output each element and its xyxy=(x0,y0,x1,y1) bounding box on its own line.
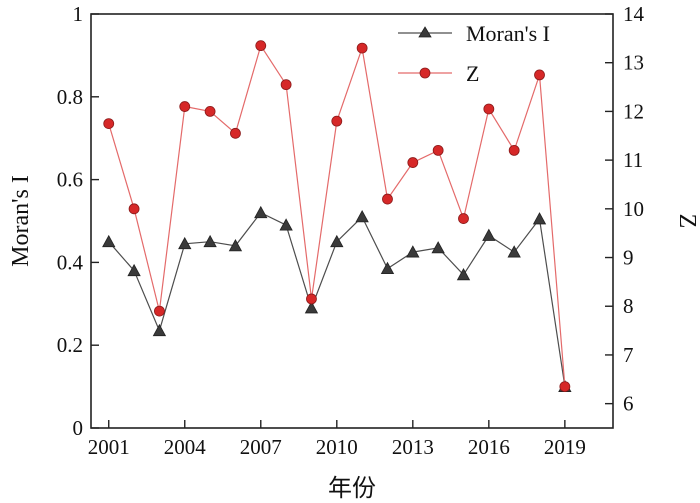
data-point-triangle xyxy=(431,241,445,254)
series-layer xyxy=(102,40,572,393)
data-point-triangle xyxy=(482,228,496,241)
y-right-tick-label: 12 xyxy=(623,99,644,123)
data-point-triangle xyxy=(380,261,395,275)
data-point-triangle xyxy=(330,234,344,248)
y-left-tick-label: 0.4 xyxy=(57,250,84,274)
data-point-triangle xyxy=(127,263,141,277)
data-point-circle xyxy=(483,103,495,115)
data-point-triangle xyxy=(406,245,420,258)
x-tick-label: 2010 xyxy=(316,435,358,459)
data-point-circle xyxy=(407,157,419,168)
data-point-triangle xyxy=(178,236,192,250)
x-axis-title: 年份 xyxy=(328,475,376,502)
data-point-triangle xyxy=(507,245,521,258)
data-point-circle xyxy=(103,118,115,129)
y-left-tick-label: 0 xyxy=(73,416,84,440)
data-point-circle xyxy=(534,69,545,81)
x-tick-label: 2016 xyxy=(468,435,510,459)
data-point-circle xyxy=(179,101,191,112)
data-point-circle xyxy=(306,293,317,305)
y-left-tick-label: 0.6 xyxy=(57,168,83,192)
y-left-tick-label: 0.2 xyxy=(57,333,83,357)
data-point-circle xyxy=(128,203,140,215)
legend-triangle-icon xyxy=(418,26,432,38)
y-right-tick-label: 11 xyxy=(623,148,643,172)
y-right-tick-label: 6 xyxy=(623,392,634,416)
data-point-triangle xyxy=(152,323,167,337)
y-left-tick-label: 1 xyxy=(73,2,84,26)
data-point-circle xyxy=(230,127,241,139)
x-tick-label: 2007 xyxy=(240,435,282,459)
x-tick-label: 2001 xyxy=(88,435,130,459)
data-point-circle xyxy=(154,305,165,317)
plot-frame xyxy=(90,13,614,429)
y-right-tick-label: 10 xyxy=(623,197,644,221)
data-point-triangle xyxy=(532,212,547,225)
x-tick-label: 2013 xyxy=(392,435,434,459)
x-tick-label: 2019 xyxy=(544,435,586,459)
data-point-triangle xyxy=(355,210,369,223)
data-point-triangle xyxy=(102,234,116,248)
data-point-triangle xyxy=(228,239,243,252)
y-right-tick-label: 8 xyxy=(623,294,634,318)
y-right-tick-label: 7 xyxy=(623,343,634,367)
data-point-circle xyxy=(458,213,469,224)
legend-circle-icon xyxy=(419,67,431,79)
data-point-circle xyxy=(204,106,216,117)
y-left-axis-title: Moran's I xyxy=(8,175,34,267)
y-right-tick-label: 9 xyxy=(623,246,634,270)
data-point-triangle xyxy=(279,218,293,231)
y-right-tick-label: 14 xyxy=(623,2,645,26)
data-point-circle xyxy=(432,144,444,156)
series-line-z xyxy=(108,44,566,387)
x-tick-label: 2004 xyxy=(164,435,207,459)
data-point-circle xyxy=(559,381,571,393)
y-right-tick-label: 13 xyxy=(623,51,644,75)
y-left-tick-label: 0.8 xyxy=(57,85,83,109)
data-point-circle xyxy=(280,79,292,91)
data-point-circle xyxy=(382,193,393,205)
legend: Moran's I Z xyxy=(398,21,550,86)
data-point-triangle xyxy=(304,301,319,314)
data-point-circle xyxy=(255,40,267,52)
data-point-triangle xyxy=(456,267,471,281)
legend-label-z: Z xyxy=(466,61,479,86)
data-point-circle xyxy=(331,115,343,127)
data-point-triangle xyxy=(254,205,268,219)
data-point-circle xyxy=(508,144,520,156)
ticks-layer: 2001 2004 2007 2010 2013 2016 2019 0 0.2 0.4 0.6 0.… xyxy=(57,2,645,459)
data-point-circle xyxy=(356,42,368,54)
data-point-triangle xyxy=(203,234,217,248)
legend-label-moran: Moran's I xyxy=(466,21,550,46)
y-right-axis-title: Z xyxy=(674,214,700,229)
